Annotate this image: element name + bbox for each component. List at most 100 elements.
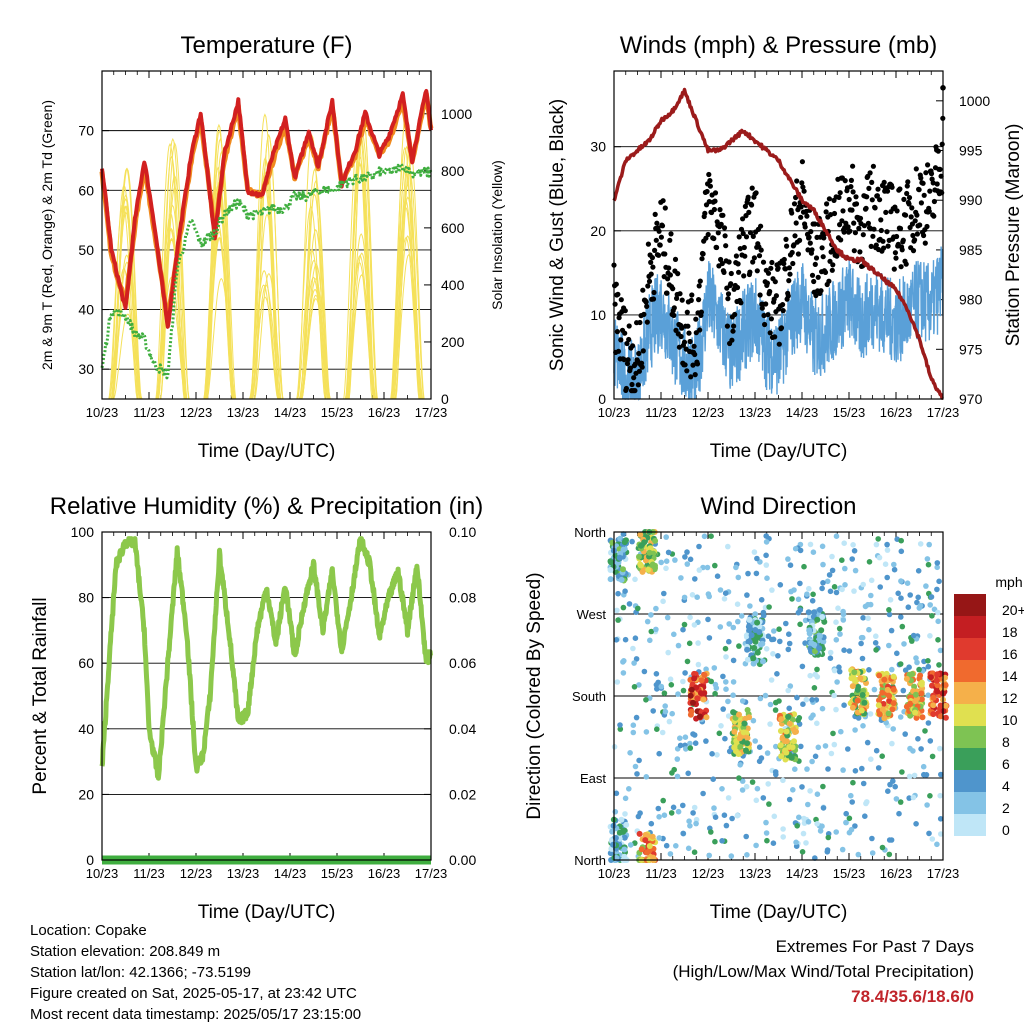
direction-point [631,684,638,690]
direction-point [879,844,886,851]
relative-humidity-line [99,536,433,781]
gust-point [688,297,694,303]
gust-point [799,159,806,165]
solar-insolation-line [345,163,375,400]
direction-point [698,677,705,684]
direction-point [649,833,656,840]
gust-point [641,311,647,317]
gust-point [769,259,775,266]
gust-point [837,190,843,196]
gust-point [924,223,930,230]
direction-point [656,750,662,757]
direction-point [886,611,893,618]
gust-point [760,259,767,265]
gust-point [742,203,749,209]
direction-point [778,753,785,760]
direction-point [807,672,813,679]
direction-point [663,534,669,540]
gust-point [925,162,931,168]
gust-point [738,300,744,306]
gust-point [700,251,706,257]
latest-timestamp-text: Most recent data timestamp: 2025/05/17 2… [30,1006,362,1023]
direction-point [652,537,659,544]
direction-point [777,638,783,645]
solar-insolation-line [390,146,420,400]
gust-point [758,247,764,253]
direction-point [653,682,660,688]
direction-point [642,837,649,844]
direction-point [868,577,875,584]
direction-point [729,815,735,822]
gust-point [742,253,748,259]
x-tick-label: 14/23 [786,405,819,420]
direction-point [691,849,698,855]
gust-point [781,261,787,267]
gust-point [813,255,820,261]
gust-point [827,258,833,264]
direction-point [903,675,910,682]
direction-point [788,754,795,761]
direction-point [930,711,937,718]
gust-point [786,265,793,271]
direction-point [673,843,679,849]
direction-point [649,561,656,568]
direction-point [763,562,770,568]
gust-point [621,357,627,363]
direction-point [722,735,728,742]
direction-point [800,701,806,707]
gust-point [920,180,926,186]
direction-point [926,541,932,548]
gust-point [765,312,771,318]
direction-point [658,683,665,690]
direction-point [918,746,924,752]
direction-point [661,690,668,696]
colorbar-swatch [954,616,986,638]
gust-point [782,266,789,272]
direction-point [786,796,793,803]
direction-point [857,675,864,682]
gust-point [795,251,802,257]
direction-point [927,793,933,799]
direction-point [621,846,628,853]
direction-point [859,692,866,698]
direction-point [608,559,614,566]
gust-point [880,238,886,244]
gust-point [906,201,912,207]
gust-point [783,236,789,242]
direction-point [681,621,688,628]
direction-point [796,814,802,821]
direction-point [825,834,832,841]
direction-point [783,728,790,735]
direction-point [875,702,882,709]
direction-point [843,810,849,817]
direction-point [891,566,898,573]
gust-point [750,259,756,265]
direction-point [804,766,810,772]
solar-insolation-line [344,261,374,400]
gust-point [768,265,774,271]
gust-point [670,286,676,292]
gust-point [711,235,717,242]
direction-point [807,788,813,794]
direction-point [733,564,739,571]
direction-point [858,707,865,714]
gust-point [849,207,855,213]
direction-point [936,578,942,585]
direction-point [623,537,629,544]
gust-point [784,243,790,249]
gust-point [732,311,738,318]
direction-point [643,697,649,703]
extremes-values: 78.4/35.6/18.6/0 [851,987,974,1006]
direction-point [691,804,698,811]
direction-point [937,792,943,799]
gust-point [903,212,909,218]
direction-point [786,631,792,637]
direction-point [917,672,924,679]
direction-point [876,672,883,679]
direction-point [796,715,803,721]
direction-point [773,699,779,706]
gust-point [908,214,914,220]
direction-point [696,543,702,550]
direction-point [708,829,714,835]
direction-point [797,580,803,587]
